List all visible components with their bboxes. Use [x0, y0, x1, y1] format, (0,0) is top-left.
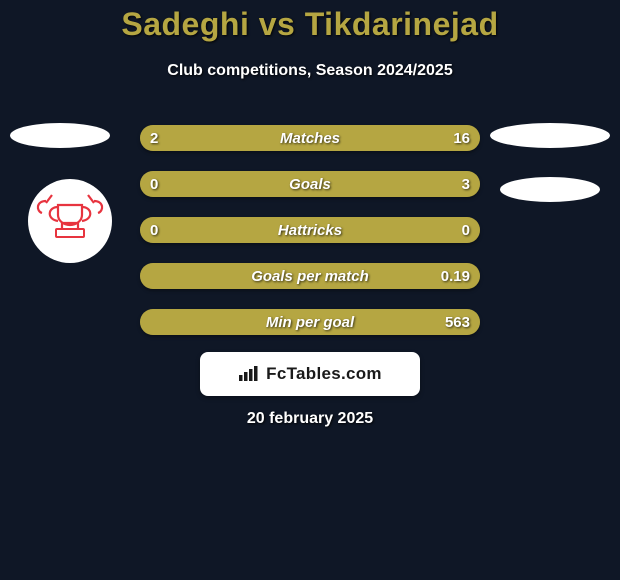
stat-label: Goals [140, 171, 480, 197]
right-player-avatar [490, 123, 610, 148]
stat-row: 03Goals [140, 171, 480, 197]
stat-row: 00Hattricks [140, 217, 480, 243]
subtitle: Club competitions, Season 2024/2025 [0, 62, 620, 80]
stat-label: Goals per match [140, 263, 480, 289]
stat-label: Hattricks [140, 217, 480, 243]
right-club-badge [500, 177, 600, 202]
left-club-badge [28, 179, 112, 263]
stat-row: 216Matches [140, 125, 480, 151]
comparison-canvas: Sadeghi vs Tikdarinejad Club competition… [0, 0, 620, 580]
trophy-icon [28, 179, 112, 263]
date-label: 20 february 2025 [0, 410, 620, 428]
barchart-icon [238, 365, 260, 383]
brand-box: FcTables.com [200, 352, 420, 396]
stat-row: 563Min per goal [140, 309, 480, 335]
left-player-avatar [10, 123, 110, 148]
page-title: Sadeghi vs Tikdarinejad [0, 6, 620, 43]
stat-row: 0.19Goals per match [140, 263, 480, 289]
brand-label: FcTables.com [238, 364, 382, 384]
brand-text: FcTables.com [266, 364, 382, 384]
stat-label: Min per goal [140, 309, 480, 335]
stat-label: Matches [140, 125, 480, 151]
